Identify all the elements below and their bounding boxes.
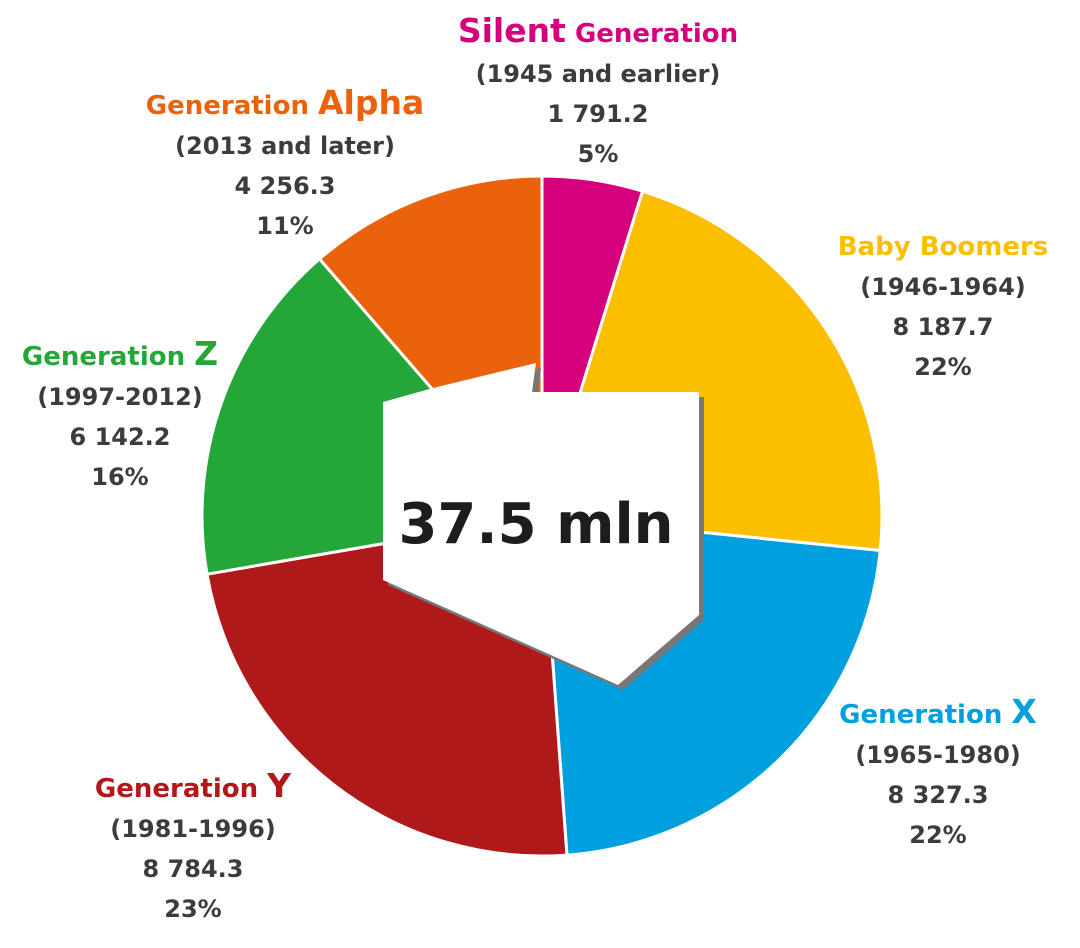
slice-period: (2013 and later) bbox=[175, 132, 395, 160]
slice-value-label: 8 784.3 bbox=[143, 855, 244, 883]
slice-value-label: 8 187.7 bbox=[893, 313, 994, 341]
slice-period: (1981-1996) bbox=[110, 815, 276, 843]
slice-label: Generation Alpha (2013 and later) 4 256.3 1… bbox=[146, 83, 425, 240]
slice-value-label: 6 142.2 bbox=[70, 423, 171, 451]
total-label: 37.5 mln bbox=[398, 492, 673, 557]
slice-name-part: X bbox=[1011, 692, 1036, 731]
slice-period: (1965-1980) bbox=[855, 741, 1021, 769]
slice-period: (1997-2012) bbox=[37, 383, 203, 411]
slice-value-label: 1 791.2 bbox=[548, 100, 649, 128]
slice-percent-label: 5% bbox=[578, 140, 619, 168]
slice-name: Baby Boomers bbox=[838, 232, 1049, 262]
slice-label: Generation Y (1981-1996) 8 784.3 23% bbox=[95, 766, 292, 923]
slice-name-part: Generation bbox=[146, 91, 318, 121]
slice-label: Generation X (1965-1980) 8 327.3 22% bbox=[839, 692, 1037, 849]
slice-name: Generation X bbox=[839, 692, 1037, 731]
slice-name-part: Baby Boomers bbox=[838, 232, 1049, 262]
slice-name: Silent Generation bbox=[458, 11, 738, 50]
slice-percent-label: 11% bbox=[256, 212, 313, 240]
slice-label: Silent Generation (1945 and earlier) 1 791… bbox=[458, 11, 738, 168]
slice-name-part: Z bbox=[194, 334, 218, 373]
slice-name-part: Generation bbox=[95, 774, 267, 804]
center-badge bbox=[383, 363, 699, 685]
slice-name: Generation Z bbox=[22, 334, 218, 373]
slice-value-label: 4 256.3 bbox=[235, 172, 336, 200]
slice-name: Generation Alpha bbox=[146, 83, 425, 122]
slice-percent-label: 22% bbox=[909, 821, 966, 849]
slice-name-part: Alpha bbox=[318, 83, 424, 122]
slice-name: Generation Y bbox=[95, 766, 292, 805]
slice-percent-label: 16% bbox=[91, 463, 148, 491]
slice-name-part: Generation bbox=[22, 342, 194, 372]
slice-percent-label: 23% bbox=[164, 895, 221, 923]
slice-label: Generation Z (1997-2012) 6 142.2 16% bbox=[22, 334, 218, 491]
slice-percent-label: 22% bbox=[914, 353, 971, 381]
slice-name-part: Generation bbox=[839, 700, 1011, 730]
slice-name-part: Silent bbox=[458, 11, 566, 50]
slice-labels: Silent Generation (1945 and earlier) 1 791… bbox=[22, 11, 1048, 923]
slice-label: Baby Boomers (1946-1964) 8 187.7 22% bbox=[838, 232, 1049, 381]
slice-name-part: Generation bbox=[566, 19, 738, 49]
slice-period: (1945 and earlier) bbox=[476, 60, 721, 88]
slice-period: (1946-1964) bbox=[860, 273, 1026, 301]
slice-name-part: Y bbox=[266, 766, 292, 805]
slice-value-label: 8 327.3 bbox=[888, 781, 989, 809]
